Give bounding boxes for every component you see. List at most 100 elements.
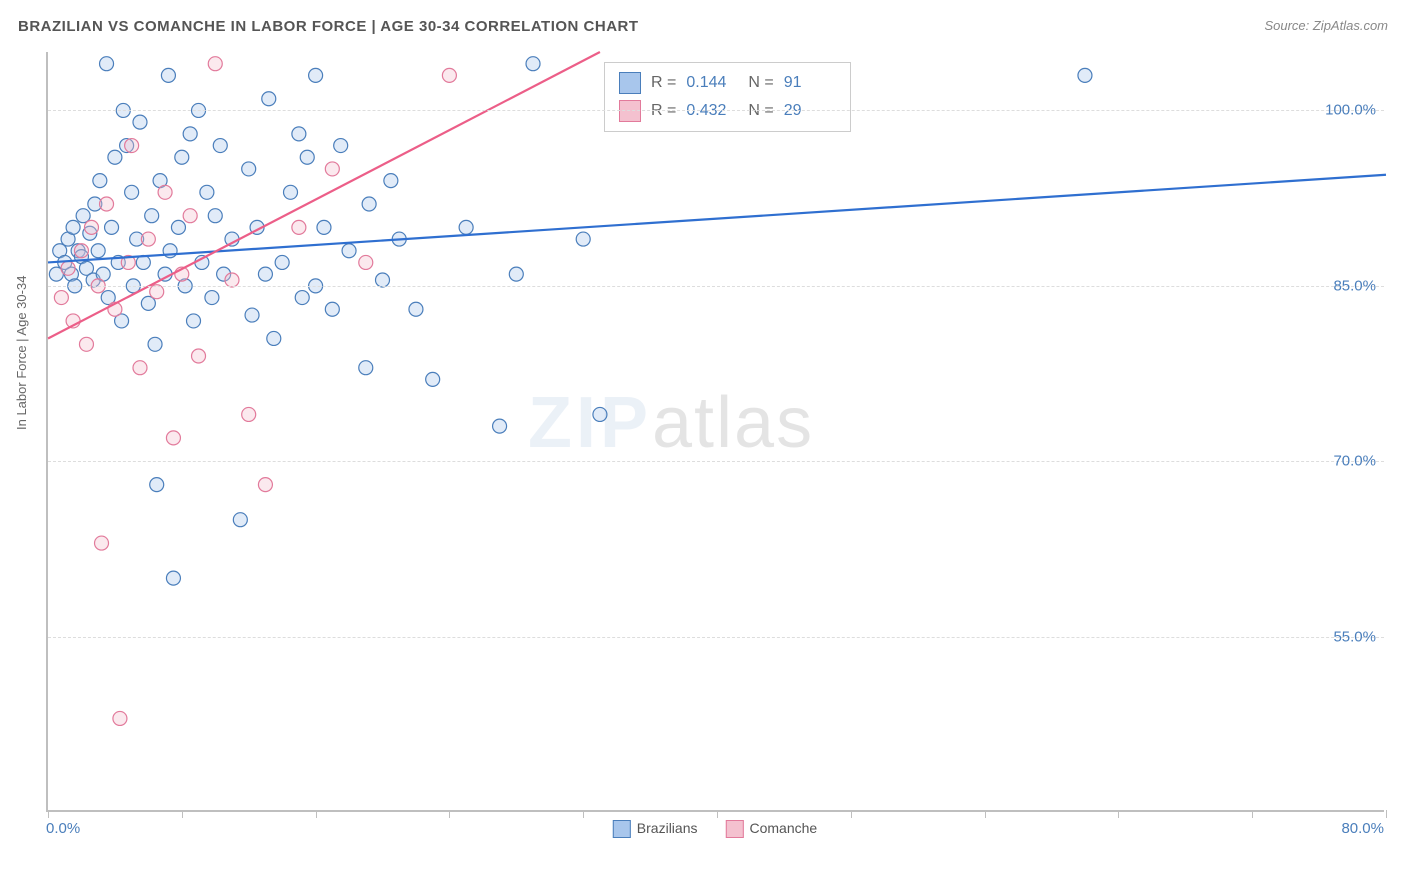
stat-row-brazilians: R = 0.144 N = 91 [619, 69, 836, 97]
plot-area: ZIPatlas R = 0.144 N = 91 R = 0.432 N = … [46, 52, 1384, 812]
scatter-point [292, 127, 306, 141]
x-tick [182, 810, 183, 818]
scatter-point [342, 244, 356, 258]
chart-title: BRAZILIAN VS COMANCHE IN LABOR FORCE | A… [18, 18, 639, 35]
scatter-point [426, 372, 440, 386]
legend-item-comanche: Comanche [726, 820, 818, 838]
legend-label-brazilians: Brazilians [637, 820, 698, 836]
y-tick-label: 85.0% [1333, 277, 1376, 294]
scatter-point [125, 185, 139, 199]
x-tick [1252, 810, 1253, 818]
scatter-point [100, 197, 114, 211]
source-label: Source: ZipAtlas.com [1264, 18, 1388, 33]
x-tick [985, 810, 986, 818]
scatter-point [300, 150, 314, 164]
scatter-point [175, 150, 189, 164]
scatter-point [295, 291, 309, 305]
scatter-point [171, 220, 185, 234]
scatter-point [208, 209, 222, 223]
scatter-point [208, 57, 222, 71]
scatter-point [74, 244, 88, 258]
scatter-point [125, 139, 139, 153]
swatch-brazilians [619, 72, 641, 94]
scatter-point [242, 407, 256, 421]
scatter-point [213, 139, 227, 153]
scatter-point [362, 197, 376, 211]
scatter-point [325, 302, 339, 316]
scatter-point [105, 220, 119, 234]
scatter-point [245, 308, 259, 322]
legend-label-comanche: Comanche [750, 820, 818, 836]
scatter-point [113, 711, 127, 725]
scatter-point [100, 57, 114, 71]
scatter-point [284, 185, 298, 199]
scatter-point [187, 314, 201, 328]
scatter-point [275, 255, 289, 269]
correlation-stat-box: R = 0.144 N = 91 R = 0.432 N = 29 [604, 62, 851, 132]
scatter-point [145, 209, 159, 223]
x-axis-max-label: 80.0% [1341, 820, 1384, 837]
scatter-point [79, 337, 93, 351]
stat-n-label: N = [748, 69, 773, 97]
stat-n-brazilians: 91 [784, 69, 836, 97]
scatter-point [76, 209, 90, 223]
x-axis-min-label: 0.0% [46, 820, 80, 837]
scatter-point [325, 162, 339, 176]
scatter-point [258, 478, 272, 492]
gridline-h [48, 110, 1384, 111]
legend-bottom: Brazilians Comanche [613, 820, 817, 838]
scatter-point [158, 185, 172, 199]
scatter-point [459, 220, 473, 234]
scatter-point [141, 296, 155, 310]
scatter-point [200, 185, 214, 199]
scatter-point [292, 220, 306, 234]
scatter-point [93, 174, 107, 188]
scatter-point [183, 127, 197, 141]
y-tick-label: 100.0% [1325, 102, 1376, 119]
stat-r-label: R = [651, 69, 676, 97]
scatter-point [84, 220, 98, 234]
scatter-point [384, 174, 398, 188]
scatter-point [141, 232, 155, 246]
scatter-point [258, 267, 272, 281]
scatter-point [317, 220, 331, 234]
scatter-point [166, 431, 180, 445]
x-tick [717, 810, 718, 818]
scatter-point [161, 68, 175, 82]
scatter-point [108, 150, 122, 164]
x-tick [48, 810, 49, 818]
scatter-point [192, 349, 206, 363]
scatter-point [66, 220, 80, 234]
scatter-point [576, 232, 590, 246]
scatter-point [359, 361, 373, 375]
scatter-point [526, 57, 540, 71]
scatter-point [91, 244, 105, 258]
scatter-point [593, 407, 607, 421]
scatter-point [1078, 68, 1092, 82]
scatter-point [183, 209, 197, 223]
scatter-point [133, 361, 147, 375]
legend-swatch-comanche [726, 820, 744, 838]
gridline-h [48, 461, 1384, 462]
scatter-point [150, 478, 164, 492]
scatter-point [166, 571, 180, 585]
scatter-point [133, 115, 147, 129]
scatter-point [309, 68, 323, 82]
scatter-point [359, 255, 373, 269]
y-tick-label: 70.0% [1333, 453, 1376, 470]
x-tick [1386, 810, 1387, 818]
stat-r-brazilians: 0.144 [686, 69, 738, 97]
scatter-point [54, 291, 68, 305]
scatter-point [262, 92, 276, 106]
scatter-point [61, 261, 75, 275]
scatter-point [205, 291, 219, 305]
gridline-h [48, 637, 1384, 638]
title-bar: BRAZILIAN VS COMANCHE IN LABOR FORCE | A… [18, 18, 1388, 42]
scatter-point [95, 536, 109, 550]
trendline [48, 175, 1386, 263]
chart-svg [48, 52, 1384, 810]
x-axis-labels: 0.0% Brazilians Comanche 80.0% [46, 820, 1384, 850]
y-tick-label: 55.0% [1333, 628, 1376, 645]
x-tick [851, 810, 852, 818]
x-tick [1118, 810, 1119, 818]
